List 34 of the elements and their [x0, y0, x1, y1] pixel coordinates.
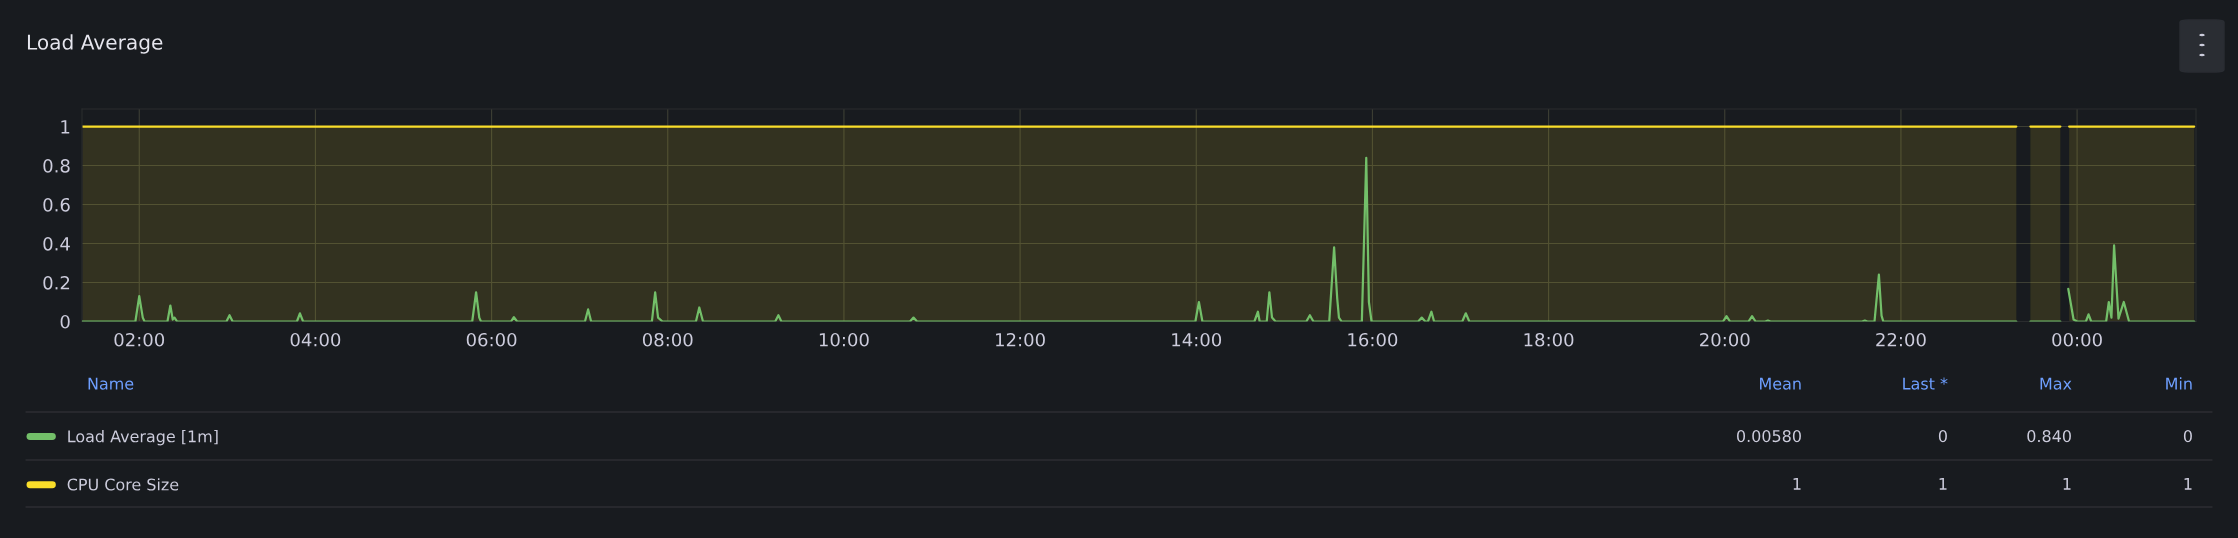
text: 0 — [2183, 430, 2192, 443]
x-tick-label: 16:00 — [1348, 332, 1398, 347]
legend-label: CPU Core Size — [67, 478, 179, 491]
y-tick-label: 0.2 — [43, 275, 70, 290]
chart-title: Load Average — [27, 34, 163, 54]
y-tick-label: 0.6 — [43, 197, 70, 212]
x-tick-label: 12:00 — [996, 332, 1045, 347]
text: Max — [2040, 377, 2072, 390]
x-tick-label: 06:00 — [466, 332, 517, 347]
text: 0.840 — [2027, 430, 2071, 443]
text: Last * — [1903, 377, 1948, 390]
y-tick-label: 0.8 — [43, 159, 70, 173]
text: 1 — [2063, 478, 2071, 490]
text: Mean — [1760, 377, 1801, 390]
text: 0 — [1938, 430, 1947, 443]
text: Min — [2166, 377, 2192, 390]
text: 1 — [2184, 478, 2192, 490]
legend-label: Load Average [1m] — [68, 430, 218, 446]
x-tick-label: 00:00 — [2052, 332, 2102, 347]
x-tick-label: 20:00 — [1700, 332, 1750, 347]
x-tick-label: 08:00 — [642, 332, 693, 347]
text: Name — [88, 377, 134, 390]
x-tick-label: 22:00 — [1876, 332, 1926, 347]
x-tick-label: 18:00 — [1524, 332, 1574, 347]
text: 1 — [1939, 478, 1947, 490]
y-tick-label: 0.4 — [43, 236, 70, 251]
x-tick-label: 02:00 — [114, 332, 165, 347]
text: 1 — [1793, 478, 1801, 490]
x-tick-label: 14:00 — [1172, 332, 1222, 347]
x-tick-label: 04:00 — [290, 332, 341, 347]
y-tick-label: 1 — [61, 120, 70, 134]
x-tick-label: 10:00 — [819, 332, 869, 347]
y-tick-label: 0 — [60, 314, 70, 329]
text: 0.00580 — [1737, 430, 1801, 443]
